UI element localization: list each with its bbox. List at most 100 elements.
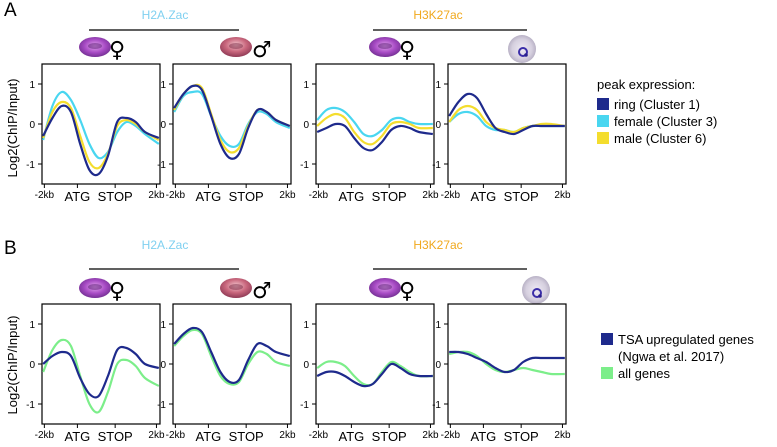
series-line (42, 345, 160, 399)
series-line (448, 92, 565, 136)
x-tick-label: -2kb (35, 190, 55, 201)
series-line (316, 106, 433, 138)
legend-swatch (597, 98, 609, 110)
y-tick-label: 1 (29, 80, 35, 91)
x-tick-label: -2kb (309, 190, 329, 201)
y-tick-label: 1 (435, 80, 441, 91)
x-tick-label: -2kb (166, 430, 186, 441)
ring-stage-cell-icon (508, 35, 536, 63)
series-line (173, 326, 291, 385)
mark-label-h2a-a: H2A.Zac (142, 8, 189, 22)
series-line (316, 122, 433, 152)
subplot-a3: 1 0 -1 -2kb ATG STOP 2kb (300, 63, 439, 204)
female-symbol: ♀ (109, 38, 125, 63)
x-tick-label: ATG (471, 429, 497, 444)
series-line (316, 362, 433, 388)
x-tick-label: STOP (372, 429, 407, 444)
legend-swatch (597, 115, 609, 127)
legend-a-title: peak expression: (597, 77, 695, 92)
x-tick-label: -2kb (309, 430, 329, 441)
y-tick-label: 0 (160, 120, 166, 131)
x-tick-label: 2kb (422, 430, 439, 441)
legend-label-line2: (Ngwa et al. 2017) (618, 349, 724, 364)
y-tick-label: -1 (157, 400, 166, 411)
legend-label: all genes (618, 366, 671, 381)
mark-label-h3k27ac-b: H3K27ac (413, 238, 462, 252)
subplot-b1: 1 0 -1 -2kb ATG STOP 2kb (26, 303, 165, 444)
y-tick-label: 0 (160, 360, 166, 371)
male-gametocyte-icon (220, 37, 252, 57)
y-tick-label: -1 (432, 400, 441, 411)
female-gametocyte-icon (79, 37, 111, 57)
y-tick-label: 1 (29, 320, 35, 331)
series-line (449, 350, 565, 374)
x-tick-label: ATG (471, 189, 497, 204)
x-tick-label: STOP (98, 429, 133, 444)
legend-swatch (601, 333, 613, 345)
male-symbol: ♂ (252, 38, 272, 63)
x-tick-label: -2kb (441, 190, 461, 201)
series-line (316, 112, 433, 146)
x-tick-label: STOP (504, 189, 539, 204)
series-line (42, 100, 160, 170)
y-tick-label: 0 (303, 360, 309, 371)
x-tick-label: ATG (65, 189, 91, 204)
subplot-b3: 1 0 -1 -2kb ATG STOP 2kb (300, 303, 439, 444)
x-tick-label: ATG (339, 429, 365, 444)
x-tick-label: 2kb (148, 190, 165, 201)
y-tick-label: 1 (160, 320, 166, 331)
x-tick-label: 2kb (422, 190, 439, 201)
y-tick-label: -1 (300, 400, 309, 411)
legend-label: female (Cluster 3) (614, 114, 717, 129)
series-line (448, 350, 565, 376)
y-tick-label: 1 (303, 80, 309, 91)
y-tick-label: -1 (26, 160, 35, 171)
series-line (42, 90, 160, 160)
y-tick-label: 1 (160, 80, 166, 91)
series-line (173, 328, 291, 386)
x-tick-label: 2kb (554, 190, 571, 201)
y-tick-label: -1 (432, 160, 441, 171)
x-tick-label: ATG (196, 189, 222, 204)
x-tick-label: STOP (98, 189, 133, 204)
female-symbol: ♀ (399, 38, 415, 63)
female-gametocyte-icon (79, 278, 111, 298)
legend-b: TSA upregulated genes (Ngwa et al. 2017)… (601, 332, 754, 381)
y-tick-label: -1 (157, 160, 166, 171)
y-tick-label: -1 (300, 160, 309, 171)
x-tick-label: 2kb (279, 190, 296, 201)
series-line (42, 104, 160, 177)
legend-label: male (Cluster 6) (614, 131, 706, 146)
subplot-b2: 1 0 -1 -2kb ATG STOP 2kb (157, 303, 296, 444)
x-tick-label: ATG (339, 189, 365, 204)
plot-frame (172, 63, 292, 185)
y-tick-label: 1 (435, 320, 441, 331)
female-gametocyte-icon (369, 37, 401, 57)
legend-a: peak expression: ring (Cluster 1) female… (597, 77, 717, 146)
subplot-a4: 1 0 -1 -2kb ATG STOP 2kb (432, 63, 571, 204)
legend-swatch (597, 132, 609, 144)
x-tick-label: ATG (196, 429, 222, 444)
x-tick-label: ATG (65, 429, 91, 444)
y-axis-label-a: Log2(ChIP/Input) (5, 78, 20, 177)
female-symbol: ♀ (399, 279, 415, 304)
series-line (448, 104, 565, 134)
series-line (173, 84, 291, 160)
x-tick-label: 2kb (554, 430, 571, 441)
x-tick-label: STOP (504, 429, 539, 444)
plot-frame (315, 303, 435, 425)
y-tick-label: 0 (435, 120, 441, 131)
x-tick-label: STOP (229, 429, 264, 444)
y-tick-label: 0 (303, 120, 309, 131)
x-tick-label: -2kb (166, 190, 186, 201)
plot-frame (172, 303, 292, 425)
y-tick-label: -1 (26, 400, 35, 411)
series-line (448, 110, 565, 134)
ring-stage-cell-icon (522, 276, 550, 304)
legend-label: ring (Cluster 1) (614, 97, 700, 112)
x-tick-label: STOP (229, 189, 264, 204)
subplot-a1: 1 0 -1 -2kb ATG STOP 2kb (26, 63, 165, 204)
plot-frame (447, 303, 567, 425)
x-tick-label: -2kb (441, 430, 461, 441)
